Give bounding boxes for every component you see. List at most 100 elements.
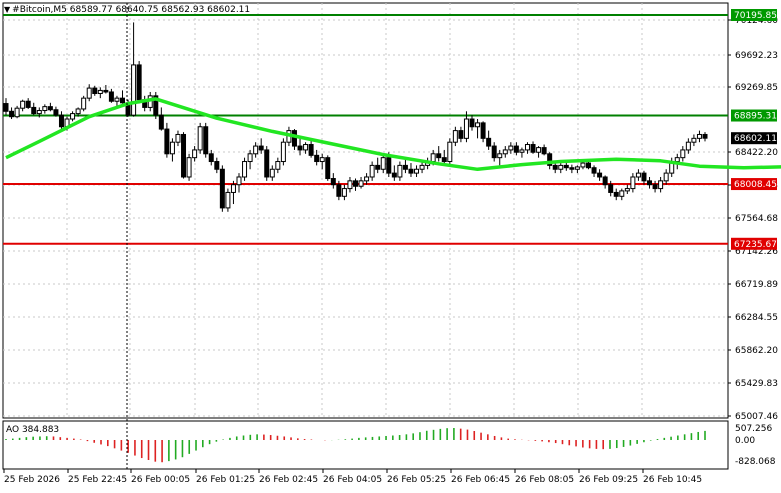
time-tick-label: 26 Feb 05:25 [387,475,446,485]
price-axis: 70124.6069692.2369269.8568422.2067996.83… [728,16,778,422]
candle [524,142,530,154]
candle [225,188,231,212]
price-tick-label: 65007.46 [735,412,778,422]
candle [613,188,619,201]
candle [219,165,225,212]
candle [475,119,481,139]
price-tick-label: 65862.20 [735,346,778,356]
candle [530,141,536,154]
current-price-label: 68602.11 [734,134,777,144]
candle [508,142,514,154]
candle [70,111,76,122]
candle [186,153,192,181]
candle [419,161,425,174]
candle [358,176,364,189]
ma-line [5,97,781,172]
candle [663,169,669,185]
candle [569,164,575,174]
candle [630,173,636,193]
candle [691,134,697,147]
candle [647,176,653,189]
candle [497,149,503,166]
candle [452,126,458,147]
time-tick-label: 26 Feb 10:45 [643,475,702,485]
candle [408,163,414,177]
candle [58,111,64,130]
candle [136,61,142,104]
candle [580,161,586,170]
candle [197,122,203,154]
candle [42,104,48,114]
price-tick-label: 67142.26 [735,247,778,257]
candle [696,130,702,143]
time-tick-label: 26 Feb 00:05 [131,475,190,485]
candle [319,153,325,170]
candle [253,142,259,158]
current-price-label-bg [731,132,777,145]
candle [608,180,614,197]
candle [14,105,20,119]
candle [380,153,386,174]
ao-histogram [5,428,706,463]
candle [86,84,92,102]
time-tick-label: 26 Feb 04:05 [323,475,382,485]
candle [619,188,625,201]
main-plot-frame [2,2,729,419]
candle [458,126,464,143]
candle [602,175,608,189]
candle [680,146,686,162]
candle [31,102,37,116]
candle [120,90,125,104]
candle [513,142,519,156]
candle [624,184,630,194]
candle [153,91,159,120]
candle [308,139,314,158]
ao-label: AO 384.883 [6,425,60,435]
candle [81,95,87,112]
candle [635,169,641,181]
symbol-header: ▼ #Bitcoin,M5 68589.77 68640.75 68562.93 … [4,5,250,15]
level-support-label-bg [731,178,777,191]
candle [541,144,547,156]
candle [402,157,408,174]
price-tick-label: 69269.85 [735,83,778,93]
candle [53,106,59,117]
ao-tick-label: -828.068 [735,457,776,467]
symbol-ohlc-text: #Bitcoin,M5 68589.77 68640.75 68562.93 6… [12,5,251,15]
candle [269,165,275,181]
candle [181,132,187,179]
candle [336,180,342,201]
candle [97,87,103,99]
level-bottom-label: 67235.67 [734,240,777,250]
candle [652,180,658,193]
candle [353,178,358,191]
candle [3,98,9,116]
grid [3,3,728,418]
ao-axis: 507.256 0.00 -828.068 [735,424,776,467]
candle [469,115,475,131]
candle [297,138,303,156]
candle [375,157,381,174]
level-resistance-label-bg [731,109,777,122]
candle [108,88,114,103]
candle [47,102,53,112]
candle [258,138,264,154]
candle [480,121,486,143]
candle [36,107,42,118]
candle [192,146,198,162]
price-tick-label: 69692.23 [735,51,778,61]
candle [597,169,603,181]
candle [558,163,564,174]
level-labels: 70195.85 68895.31 68008.45 67235.67 68602.11 [731,9,777,250]
candle [9,107,15,120]
candle [325,155,331,181]
price-tick-label: 66284.55 [735,313,778,323]
candle [330,173,336,189]
candle [242,157,248,181]
time-tick-label: 26 Feb 09:25 [579,475,638,485]
candle [208,149,214,166]
candle [519,147,525,158]
time-tick-label: 26 Feb 08:05 [515,475,574,485]
